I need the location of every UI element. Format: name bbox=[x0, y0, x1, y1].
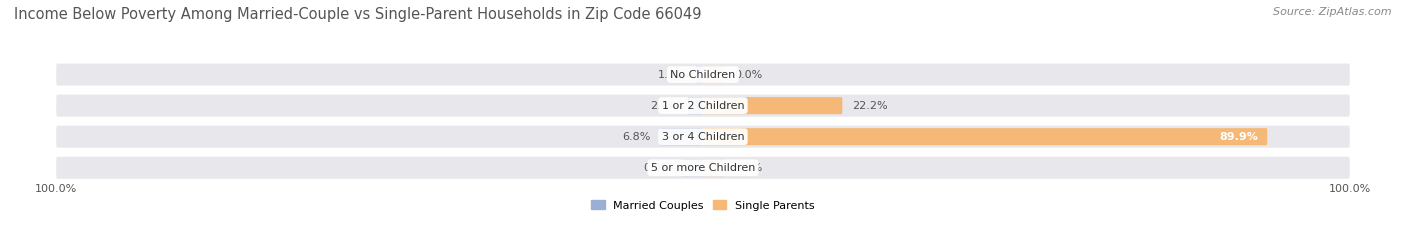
FancyBboxPatch shape bbox=[56, 126, 1350, 148]
FancyBboxPatch shape bbox=[681, 159, 703, 176]
Text: 3 or 4 Children: 3 or 4 Children bbox=[662, 132, 744, 142]
Text: 22.2%: 22.2% bbox=[852, 101, 887, 111]
Text: 5 or more Children: 5 or more Children bbox=[651, 163, 755, 173]
FancyBboxPatch shape bbox=[703, 128, 1267, 145]
Text: 6.8%: 6.8% bbox=[623, 132, 651, 142]
Text: 100.0%: 100.0% bbox=[1329, 184, 1371, 194]
FancyBboxPatch shape bbox=[703, 97, 842, 114]
Text: No Children: No Children bbox=[671, 70, 735, 79]
FancyBboxPatch shape bbox=[688, 97, 703, 114]
FancyBboxPatch shape bbox=[661, 128, 703, 145]
FancyBboxPatch shape bbox=[703, 66, 725, 83]
FancyBboxPatch shape bbox=[56, 157, 1350, 179]
Text: Source: ZipAtlas.com: Source: ZipAtlas.com bbox=[1274, 7, 1392, 17]
Text: 89.9%: 89.9% bbox=[1219, 132, 1258, 142]
Text: 100.0%: 100.0% bbox=[35, 184, 77, 194]
Text: 1.2%: 1.2% bbox=[658, 70, 686, 79]
Text: 0.0%: 0.0% bbox=[734, 70, 762, 79]
FancyBboxPatch shape bbox=[703, 159, 725, 176]
Text: 0.0%: 0.0% bbox=[734, 163, 762, 173]
Text: 1 or 2 Children: 1 or 2 Children bbox=[662, 101, 744, 111]
FancyBboxPatch shape bbox=[56, 64, 1350, 86]
FancyBboxPatch shape bbox=[56, 95, 1350, 117]
FancyBboxPatch shape bbox=[696, 66, 703, 83]
Text: Income Below Poverty Among Married-Couple vs Single-Parent Households in Zip Cod: Income Below Poverty Among Married-Coupl… bbox=[14, 7, 702, 22]
Text: 2.4%: 2.4% bbox=[650, 101, 679, 111]
Legend: Married Couples, Single Parents: Married Couples, Single Parents bbox=[592, 200, 814, 211]
Text: 0.0%: 0.0% bbox=[644, 163, 672, 173]
